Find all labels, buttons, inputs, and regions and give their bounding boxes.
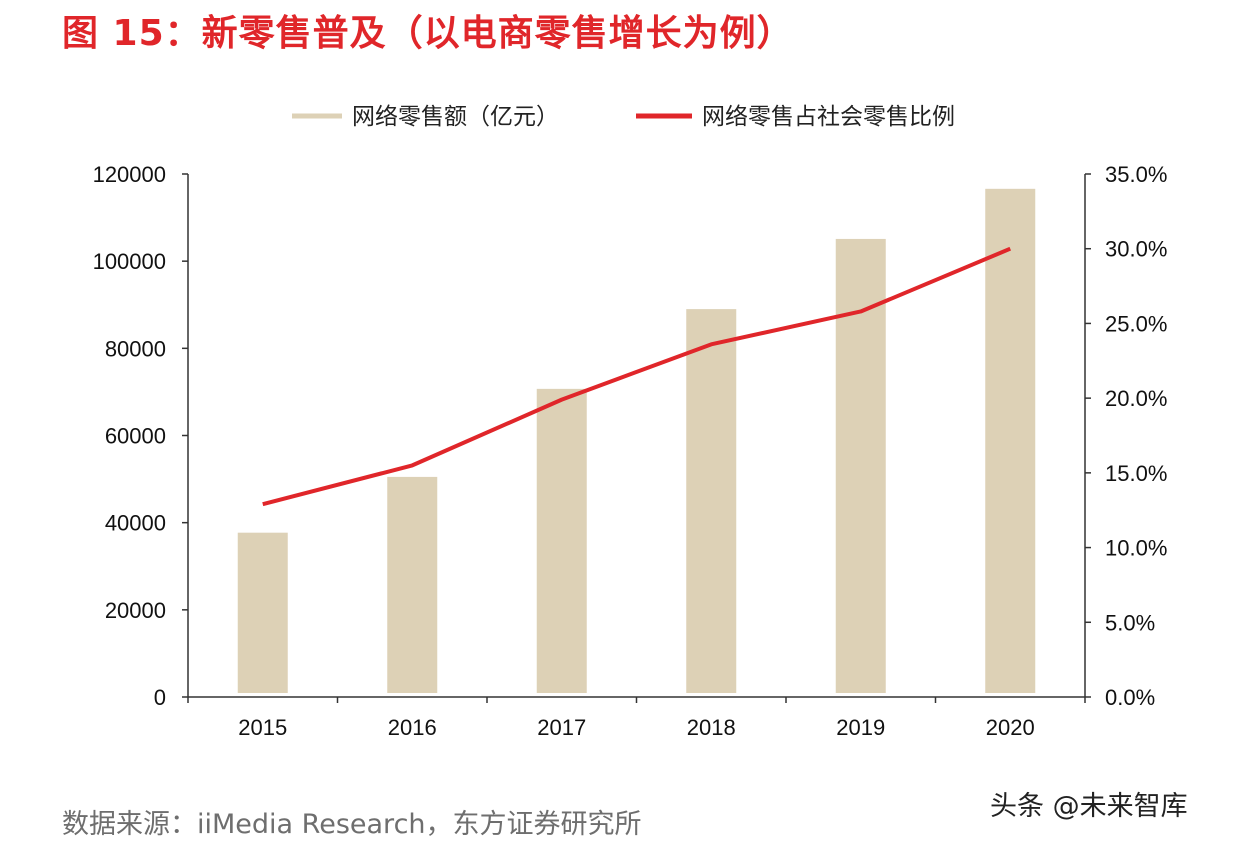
bar-2019 <box>836 239 886 693</box>
right-tick-label: 5.0% <box>1105 610 1155 635</box>
line-series <box>263 249 1011 505</box>
left-tick-label: 20000 <box>105 598 166 623</box>
left-tick-label: 120000 <box>93 162 166 187</box>
x-tick-label: 2020 <box>986 715 1035 740</box>
left-tick-label: 40000 <box>105 511 166 536</box>
bar-2016 <box>387 477 437 693</box>
right-tick-label: 25.0% <box>1105 311 1167 336</box>
x-tick-label: 2018 <box>687 715 736 740</box>
legend-label-bar: 网络零售额（亿元） <box>352 103 559 129</box>
right-tick-label: 10.0% <box>1105 536 1167 561</box>
right-tick-label: 0.0% <box>1105 685 1155 710</box>
x-tick-label: 2016 <box>388 715 437 740</box>
right-tick-label: 30.0% <box>1105 237 1167 262</box>
x-tick-label: 2017 <box>537 715 586 740</box>
bar-2018 <box>686 309 736 693</box>
left-tick-label: 60000 <box>105 424 166 449</box>
bar-2020 <box>985 189 1035 693</box>
left-tick-label: 0 <box>154 685 166 710</box>
watermark: 头条 @未来智库 <box>990 784 1188 823</box>
bar-2017 <box>537 389 587 693</box>
x-tick-label: 2019 <box>836 715 885 740</box>
legend-label-line: 网络零售占社会零售比例 <box>702 103 955 129</box>
right-tick-label: 20.0% <box>1105 386 1167 411</box>
left-tick-label: 100000 <box>93 249 166 274</box>
x-tick-label: 2015 <box>238 715 287 740</box>
bar-2015 <box>238 533 288 693</box>
right-tick-label: 15.0% <box>1105 461 1167 486</box>
left-tick-label: 80000 <box>105 336 166 361</box>
right-tick-label: 35.0% <box>1105 162 1167 187</box>
source-note: 数据来源：iiMedia Research，东方证券研究所 <box>62 802 642 841</box>
